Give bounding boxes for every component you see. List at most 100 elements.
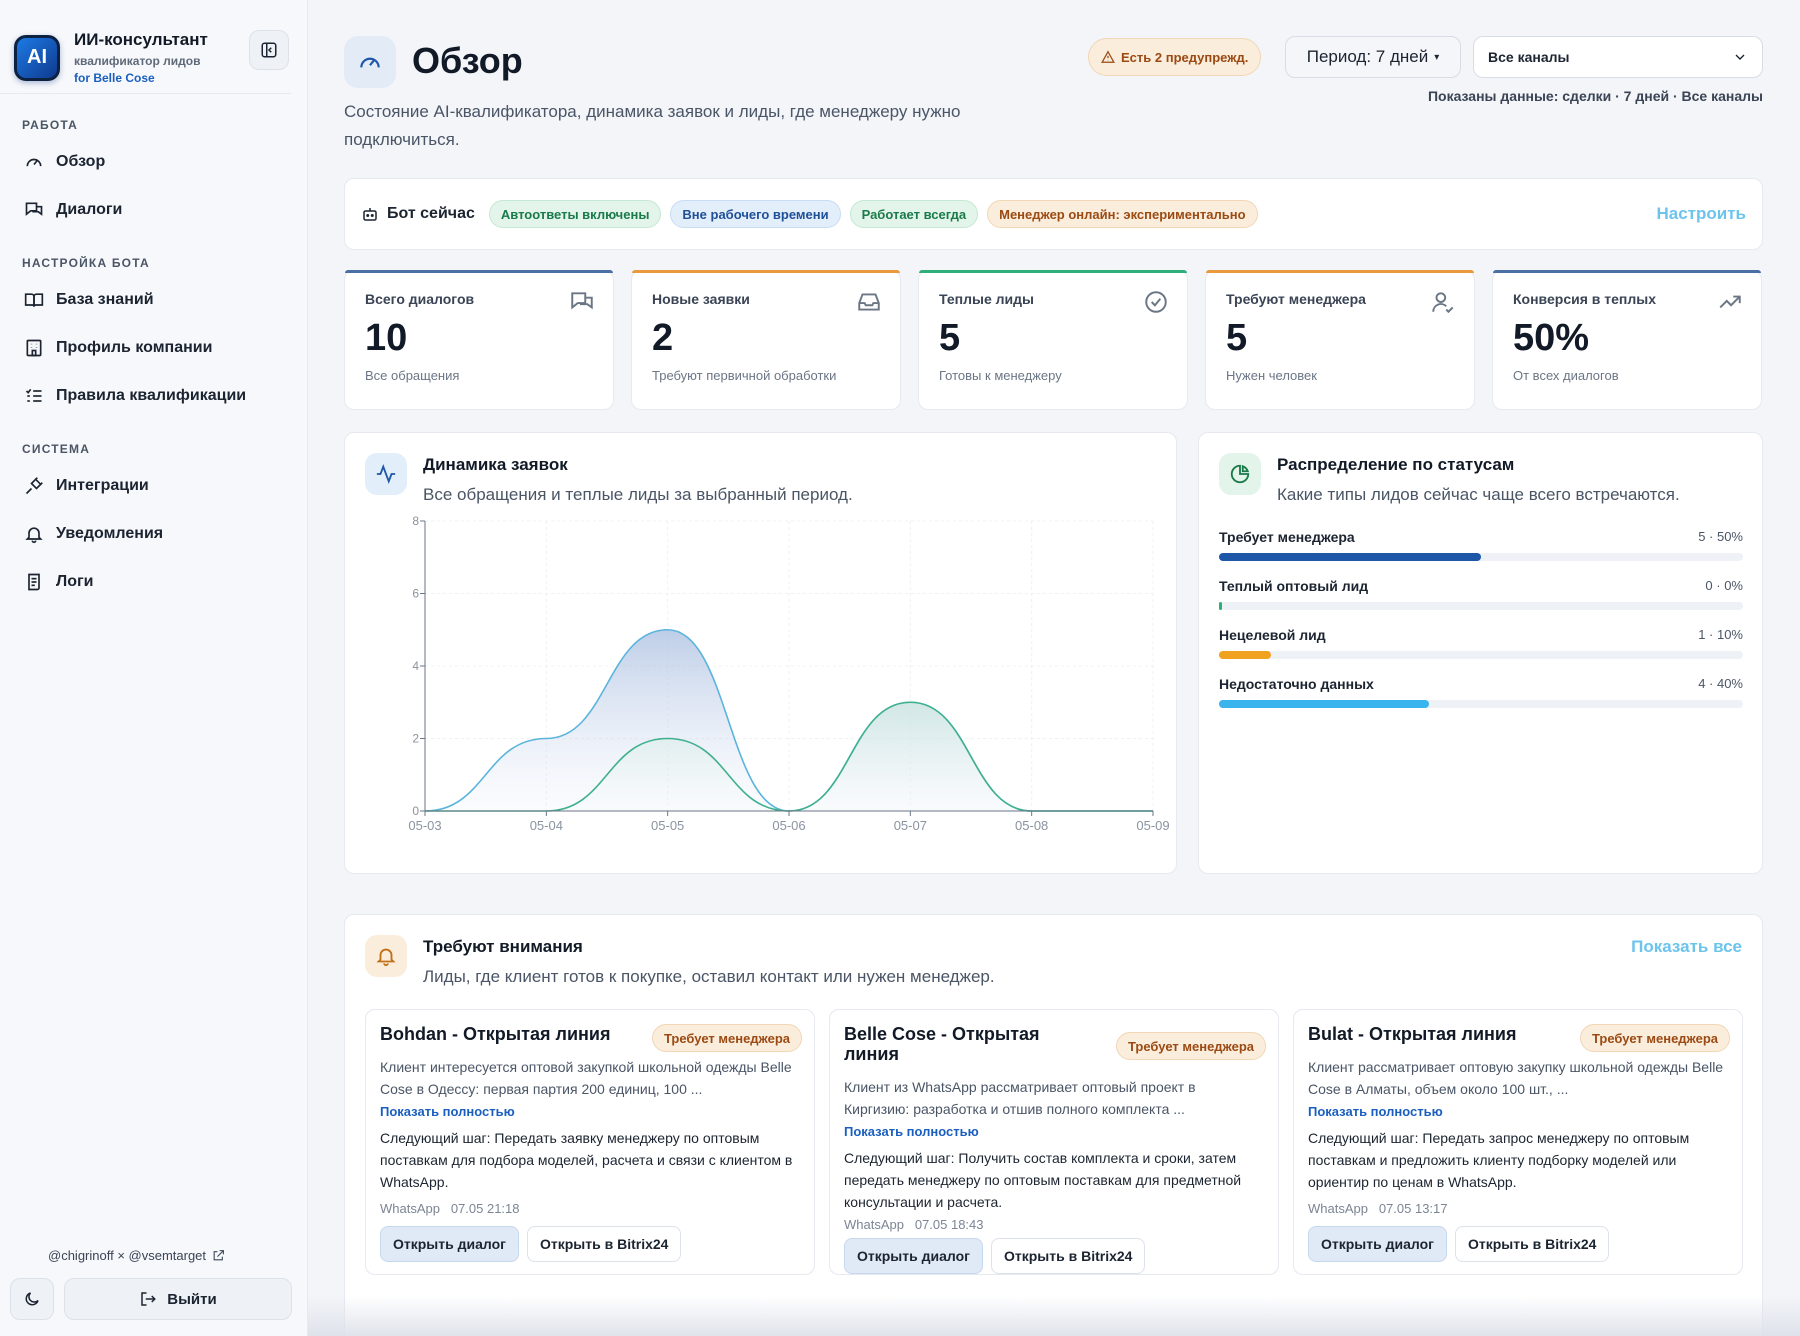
stat-value: 5	[1226, 317, 1248, 359]
sidebar-item-notifications[interactable]: Уведомления	[0, 512, 307, 556]
sidebar-item-logs[interactable]: Логи	[0, 560, 307, 604]
attention-title: Требуют внимания	[423, 937, 583, 956]
status-pill-autoreplies: Автоответы включены	[488, 200, 662, 228]
stat-sub: Требуют первичной обработки	[652, 368, 837, 383]
distribution-title: Распределение по статусам	[1277, 455, 1515, 474]
caret-down-icon: ▾	[1434, 51, 1440, 63]
distribution-row: Нецелевой лид 1 · 10%	[1219, 627, 1743, 659]
stat-value: 50%	[1513, 317, 1590, 359]
chart-title: Динамика заявок	[423, 455, 568, 474]
open-bitrix-button[interactable]: Открыть в Bitrix24	[990, 1238, 1146, 1274]
stat-card-need-manager: Требуют менеджера 5 Нужен человек	[1205, 270, 1475, 410]
channel-value: Все каналы	[1488, 49, 1570, 65]
nav-section-bot: НАСТРОЙКА БОТА	[22, 256, 150, 270]
lead-channel: WhatsApp	[380, 1201, 440, 1216]
lead-card: Belle Cose - Открытая линия Требует мене…	[829, 1009, 1279, 1275]
stat-accent-line	[919, 270, 1187, 273]
logout-button[interactable]: Выйти	[64, 1278, 292, 1320]
open-dialog-button[interactable]: Открыть диалог	[844, 1238, 983, 1274]
series-area	[425, 702, 1153, 811]
lead-channel: WhatsApp	[1308, 1201, 1368, 1216]
lead-next-step: Следующий шаг: Передать запрос менеджеру…	[1308, 1130, 1690, 1190]
sidebar-item-overview[interactable]: Обзор	[0, 140, 307, 184]
configure-bot-link[interactable]: Настроить	[1656, 204, 1746, 223]
sidebar: AI ИИ-консультант квалификатор лидов for…	[0, 0, 308, 1336]
distribution-row: Теплый оптовый лид 0 · 0%	[1219, 578, 1743, 610]
show-all-link[interactable]: Показать все	[1631, 937, 1742, 956]
warning-icon	[1101, 50, 1115, 63]
distribution-label: Недостаточно данных	[1219, 676, 1374, 692]
sidebar-item-rules[interactable]: Правила квалификации	[0, 374, 307, 418]
sidebar-collapse-icon	[261, 42, 277, 58]
show-more-link[interactable]: Показать полностью	[1308, 1104, 1443, 1119]
y-tick-label: 8	[412, 514, 419, 528]
robot-icon	[363, 208, 377, 221]
lead-title: Bohdan - Открытая линия	[380, 1024, 611, 1044]
sidebar-item-label: База знаний	[56, 291, 154, 308]
collapse-sidebar-button[interactable]	[249, 30, 289, 70]
lead-next-step: Следующий шаг: Передать заявку менеджеру…	[380, 1130, 793, 1190]
warnings-badge[interactable]: Есть 2 предупрежд.	[1088, 38, 1262, 76]
lead-time: 07.05 21:18	[450, 1201, 520, 1216]
lead-summary: Клиент из WhatsApp рассматривает оптовый…	[844, 1079, 1196, 1117]
app-logo: AI	[14, 34, 60, 81]
scroll-icon	[22, 570, 46, 594]
sidebar-item-knowledge-base[interactable]: База знаний	[0, 278, 307, 322]
period-dropdown[interactable]: Период: 7 дней ▾	[1285, 36, 1461, 78]
distribution-track	[1219, 553, 1743, 561]
theme-toggle-button[interactable]	[10, 1278, 54, 1320]
open-dialog-button[interactable]: Открыть диалог	[380, 1226, 519, 1262]
status-pill-always-on: Работает всегда	[849, 200, 979, 228]
book-icon	[22, 288, 46, 312]
stat-label: Теплые лиды	[939, 291, 1034, 307]
lead-summary: Клиент интересуется оптовой закупкой шко…	[380, 1059, 792, 1097]
inbox-icon	[858, 293, 880, 311]
open-bitrix-button[interactable]: Открыть в Bitrix24	[1454, 1226, 1610, 1262]
chat-icon	[571, 292, 593, 310]
open-dialog-button[interactable]: Открыть диалог	[1308, 1226, 1447, 1262]
distribution-fill	[1219, 553, 1481, 561]
bottom-fade	[308, 1296, 1800, 1336]
x-tick-label: 05-07	[894, 818, 927, 833]
building-icon	[22, 336, 46, 360]
logout-icon	[141, 1292, 157, 1306]
warnings-label: Есть 2 предупрежд.	[1121, 49, 1249, 65]
chevron-down-icon	[1735, 54, 1745, 60]
stat-card-warm-leads: Теплые лиды 5 Готовы к менеджеру	[918, 270, 1188, 410]
x-tick-label: 05-04	[530, 818, 563, 833]
show-more-link[interactable]: Показать полностью	[844, 1124, 979, 1139]
sidebar-item-dialogs[interactable]: Диалоги	[0, 188, 307, 232]
lead-time: 07.05 13:17	[1378, 1201, 1448, 1216]
lead-summary: Клиент рассматривает оптовую закупку шко…	[1308, 1059, 1724, 1097]
distribution-value: 5 · 50%	[1698, 529, 1743, 544]
open-bitrix-button[interactable]: Открыть в Bitrix24	[526, 1226, 682, 1262]
status-badge: Требует менеджера	[1115, 1032, 1266, 1060]
bot-status-bar: Бот сейчас Автоответы включены Вне рабоч…	[344, 178, 1763, 250]
stat-sub: Все обращения	[365, 368, 460, 383]
x-tick-label: 05-03	[408, 818, 441, 833]
bell-icon	[365, 935, 407, 977]
x-tick-label: 05-09	[1136, 818, 1169, 833]
brand: AI ИИ-консультант квалификатор лидов for…	[0, 0, 291, 94]
lead-next-step: Следующий шаг: Получить состав комплекта…	[844, 1150, 1242, 1210]
page-title: Обзор	[412, 40, 523, 81]
status-pill-manager-online: Менеджер онлайн: экспериментально	[987, 200, 1258, 228]
stat-value: 10	[365, 317, 408, 359]
sidebar-item-integrations[interactable]: Интеграции	[0, 464, 307, 508]
sidebar-item-label: Логи	[56, 573, 94, 590]
sidebar-item-company[interactable]: Профиль компании	[0, 326, 307, 370]
distribution-row: Недостаточно данных 4 · 40%	[1219, 676, 1743, 708]
channel-select[interactable]: Все каналы	[1473, 36, 1763, 78]
lead-time: 07.05 18:43	[914, 1217, 984, 1232]
distribution-label: Нецелевой лид	[1219, 627, 1326, 643]
trending-up-icon	[1719, 295, 1741, 309]
distribution-label: Теплый оптовый лид	[1219, 578, 1369, 594]
pie-chart-icon	[1219, 453, 1261, 495]
distribution-value: 1 · 10%	[1698, 627, 1743, 642]
lead-channel: WhatsApp	[844, 1217, 904, 1232]
status-pill-off-hours: Вне рабочего времени	[670, 200, 841, 228]
period-label: Период: 7 дней	[1306, 47, 1429, 66]
footer-credit-link[interactable]: @chigrinoff × @vsemtarget	[48, 1248, 225, 1263]
y-tick-label: 0	[412, 804, 419, 818]
show-more-link[interactable]: Показать полностью	[380, 1104, 515, 1119]
